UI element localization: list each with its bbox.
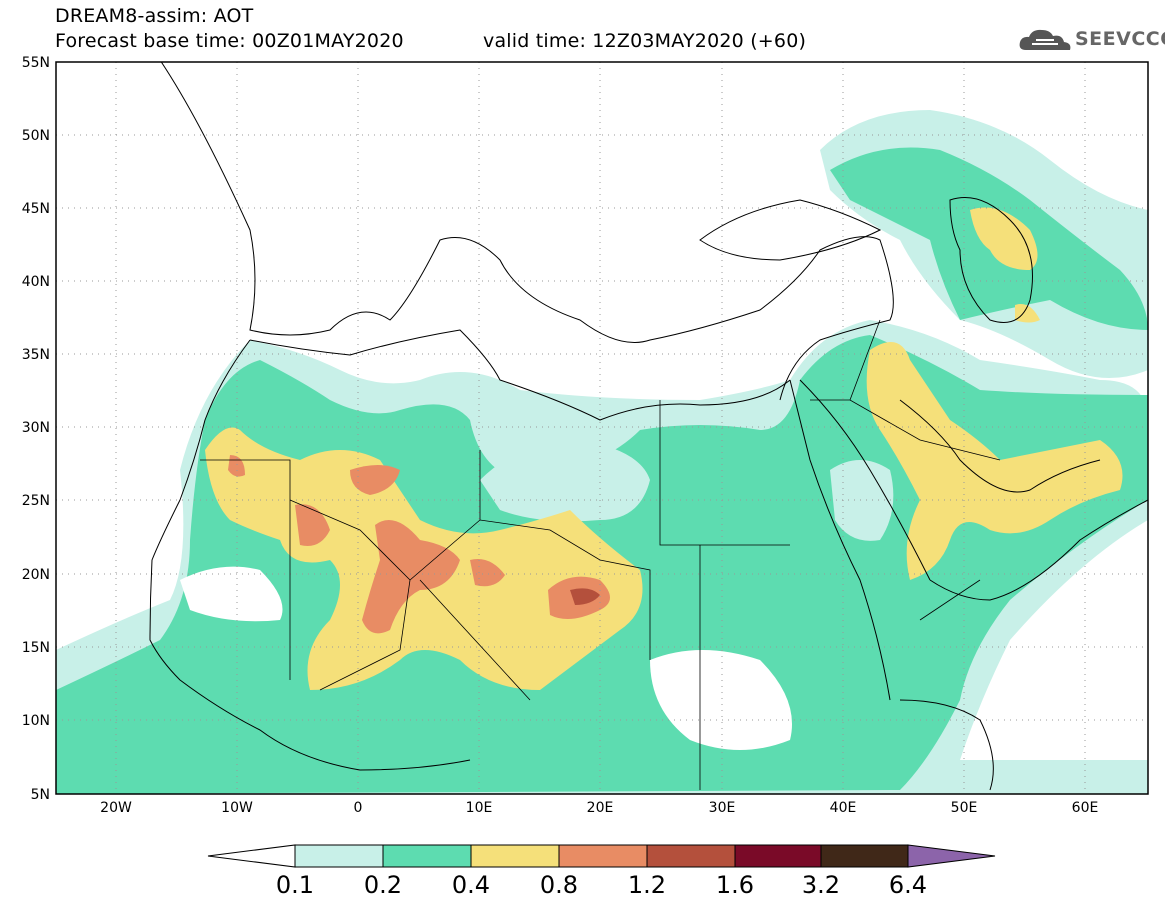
latitude-labels: 55N 50N 45N 40N 35N 30N 25N 20N 15N 10N … [22, 55, 50, 803]
map-frame [55, 61, 1149, 795]
logo-text: SEEVCCC [1075, 28, 1165, 50]
lon-label: 30E [709, 800, 736, 816]
lon-label: 20E [587, 800, 614, 816]
lat-label: 15N [22, 640, 50, 656]
colorbar: 0.1 0.2 0.4 0.8 1.2 1.6 3.2 6.4 [207, 844, 996, 899]
valid-time: valid time: 12Z03MAY2020 (+60) [483, 30, 807, 52]
colorbar-swatch [470, 844, 560, 868]
coastline-gulf [899, 399, 1101, 493]
lon-label: 50E [951, 800, 978, 816]
lat-label: 25N [22, 493, 50, 509]
aot-contour-0-8-wsahara [228, 455, 245, 477]
lon-label: 10W [221, 800, 253, 816]
colorbar-label: 3.2 [802, 871, 840, 899]
lon-label: 40E [830, 800, 857, 816]
coastline-red-sea [789, 379, 931, 701]
cloud-icon [1019, 29, 1071, 50]
aot-contour-0-4-caspian [970, 207, 1038, 270]
graticule [56, 62, 1148, 794]
lat-label: 40N [22, 274, 50, 290]
coastline-africa-west [149, 339, 471, 771]
lat-label: 30N [22, 420, 50, 436]
coastlines [149, 62, 1148, 791]
aot-field [56, 110, 1148, 794]
colorbar-label: 1.2 [628, 871, 666, 899]
lat-label: 45N [22, 201, 50, 217]
colorbar-swatch [558, 844, 648, 868]
colorbar-low-arrow [207, 844, 296, 868]
aot-hole-arabia [830, 460, 894, 541]
lat-label: 10N [22, 713, 50, 729]
aot-contour-0-4-iraq [866, 342, 1123, 580]
colorbar-swatch [646, 844, 736, 868]
lon-label: 10E [466, 800, 493, 816]
lat-label: 20N [22, 567, 50, 583]
colorbar-label: 0.4 [452, 871, 490, 899]
lat-label: 35N [22, 347, 50, 363]
colorbar-label: 0.2 [364, 871, 402, 899]
coastline-caspian [949, 197, 1033, 323]
forecast-base-time: Forecast base time: 00Z01MAY2020 [55, 30, 404, 52]
longitude-labels: 20W 10W 0 10E 20E 30E 40E 50E 60E [100, 800, 1098, 816]
border-lines [200, 319, 1001, 790]
colorbar-label: 1.6 [716, 871, 754, 899]
colorbar-label: 6.4 [889, 871, 927, 899]
aot-hole-white-sahara [180, 566, 283, 622]
colorbar-swatch [820, 844, 909, 868]
aot-contour-0-8-niger [470, 559, 505, 587]
aot-contour-0-8-algeria [350, 465, 400, 495]
colorbar-label: 0.8 [540, 871, 578, 899]
lon-label: 60E [1072, 800, 1099, 816]
aot-hole-0-2-lybia [480, 440, 650, 522]
colorbar-swatch [382, 844, 472, 868]
aot-contour-0-4-caspian-south [1015, 304, 1040, 323]
map-title: DREAM8-assim: AOT [55, 5, 254, 27]
colorbar-label: 0.1 [276, 871, 314, 899]
lat-label: 5N [31, 787, 50, 803]
coastline-black-sea [699, 199, 882, 261]
lat-label: 55N [22, 55, 50, 71]
coastline-horn [899, 699, 994, 791]
lon-label: 0 [354, 800, 363, 816]
coastline-arabia [929, 499, 1148, 601]
lat-label: 50N [22, 128, 50, 144]
aot-contour-0-8-mali [362, 520, 460, 634]
coastline-africa-north [249, 329, 791, 421]
aot-contour-0-8-mauritania [295, 504, 330, 546]
coastline-europe [160, 62, 894, 401]
colorbar-swatch [734, 844, 822, 868]
colorbar-swatch [294, 844, 384, 868]
lon-label: 20W [100, 800, 132, 816]
colorbar-high-arrow [907, 844, 996, 868]
aot-contour-1-2-chad [570, 588, 600, 605]
aot-hole-white-ethiopia [650, 650, 792, 750]
